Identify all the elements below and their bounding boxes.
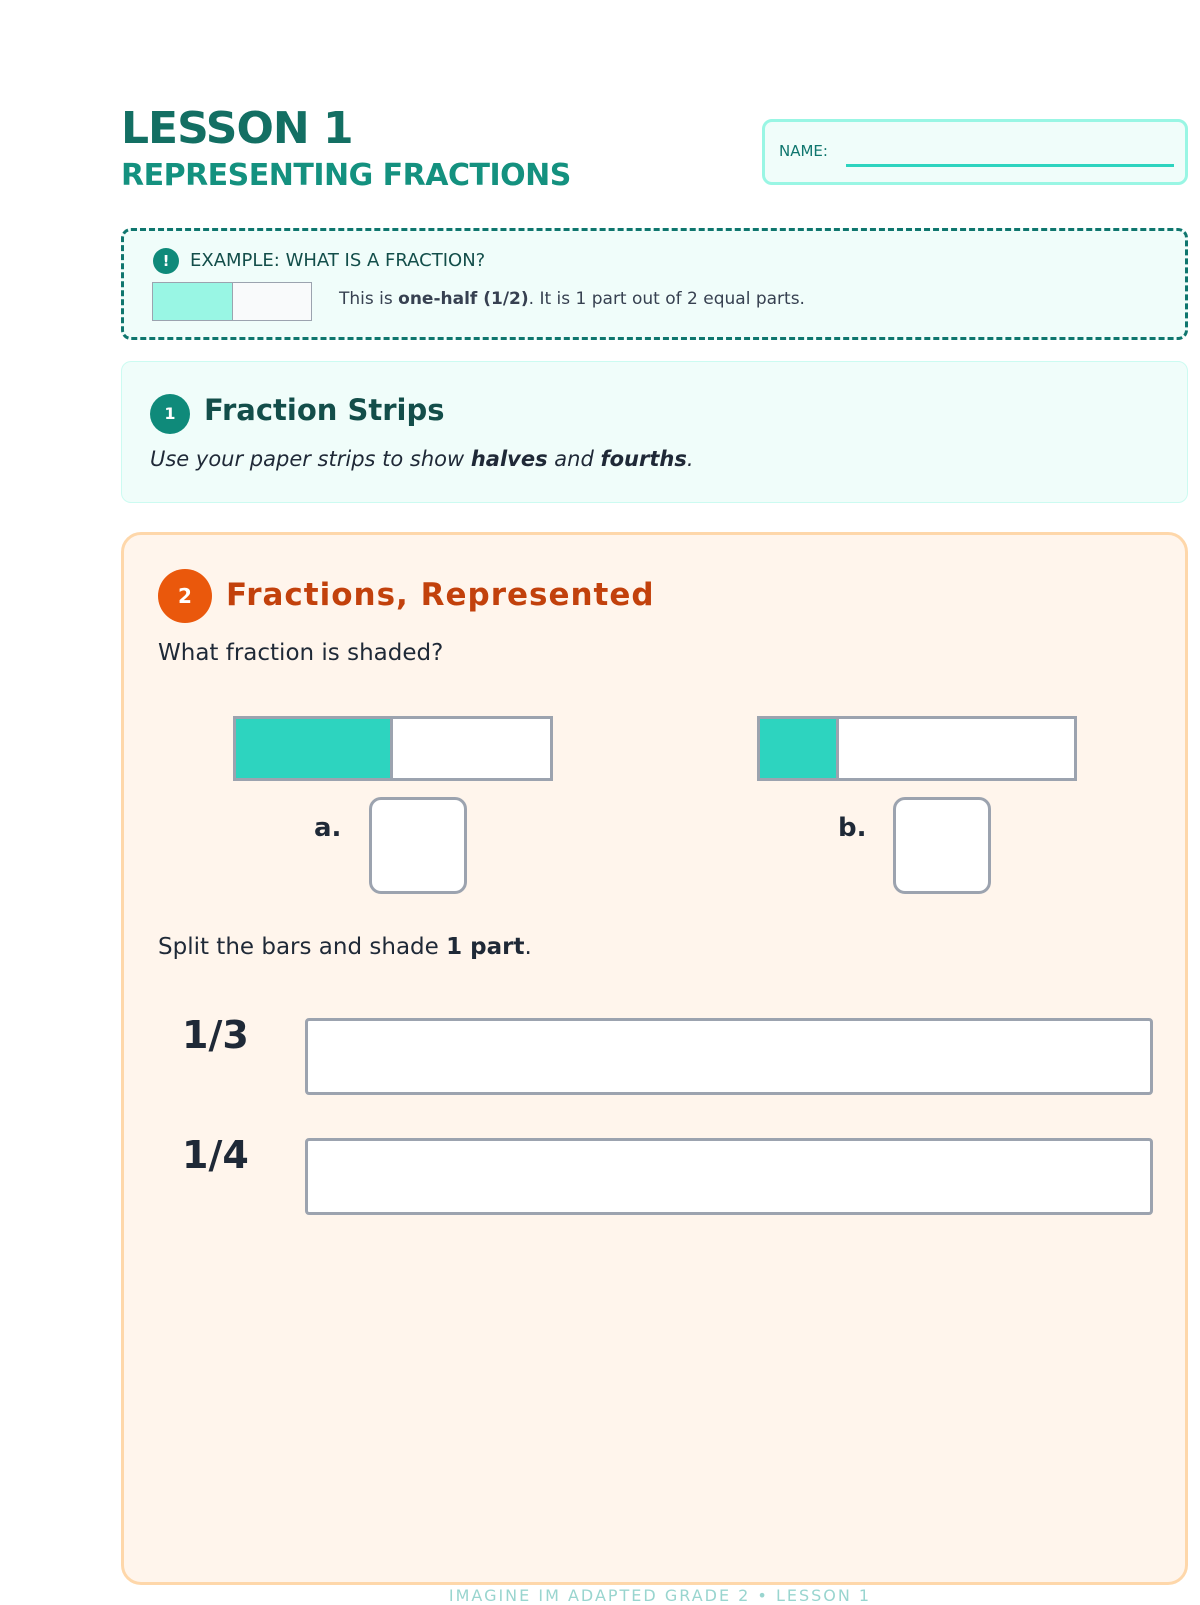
split-bar-fourth[interactable] — [305, 1138, 1153, 1215]
exclamation-icon: ! — [153, 248, 179, 274]
text: . — [524, 934, 532, 960]
text-bold: halves — [470, 447, 548, 471]
name-input-line[interactable] — [846, 164, 1174, 167]
section-instructions: Use your paper strips to show halves and… — [150, 447, 694, 471]
section-title: Fractions, Represented — [226, 577, 655, 613]
text: . — [686, 447, 694, 471]
question-text: What fraction is shaded? — [158, 640, 444, 666]
split-instructions: Split the bars and shade 1 part. — [158, 934, 532, 960]
footer-text: IMAGINE IM ADAPTED GRADE 2 • LESSON 1 — [448, 1586, 872, 1605]
text-bold: one-half (1/2) — [398, 289, 529, 309]
name-box: NAME: — [762, 119, 1188, 185]
unshaded-part — [233, 283, 312, 320]
text: and — [547, 447, 601, 471]
section-fraction-strips: 1 Fraction Strips Use your paper strips … — [121, 361, 1188, 503]
shaded-part — [153, 283, 233, 320]
example-fraction-strip — [152, 282, 312, 321]
item-label-b: b. — [838, 813, 867, 843]
fraction-bar-a — [233, 716, 553, 781]
text-bold: fourths — [600, 447, 687, 471]
section-title: Fraction Strips — [204, 393, 445, 427]
shaded-part — [236, 719, 393, 778]
text: Use your paper strips to show — [150, 447, 471, 471]
section-number-badge: 1 — [150, 394, 190, 434]
text: . It is 1 part out of 2 equal parts. — [528, 289, 805, 309]
item-label-a: a. — [314, 813, 342, 843]
text: This is — [339, 289, 399, 309]
section-number-badge: 2 — [158, 569, 212, 623]
example-box: ! EXAMPLE: WHAT IS A FRACTION? This is o… — [121, 228, 1188, 340]
example-text: This is one-half (1/2). It is 1 part out… — [339, 289, 805, 309]
example-title: EXAMPLE: WHAT IS A FRACTION? — [190, 250, 486, 271]
name-label: NAME: — [779, 142, 828, 160]
fraction-label-fourth: 1/4 — [182, 1133, 249, 1177]
text: Split the bars and shade — [158, 934, 447, 960]
lesson-title: LESSON 1 — [121, 103, 354, 154]
shaded-part — [760, 719, 839, 778]
split-bar-third[interactable] — [305, 1018, 1153, 1095]
answer-box-b[interactable] — [893, 797, 991, 894]
fraction-bar-b — [757, 716, 1077, 781]
lesson-subtitle: REPRESENTING FRACTIONS — [121, 158, 571, 193]
section-fractions-represented: 2 Fractions, Represented What fraction i… — [121, 532, 1188, 1585]
fraction-label-third: 1/3 — [182, 1013, 249, 1057]
text-bold: 1 part — [446, 934, 525, 960]
answer-box-a[interactable] — [369, 797, 467, 894]
